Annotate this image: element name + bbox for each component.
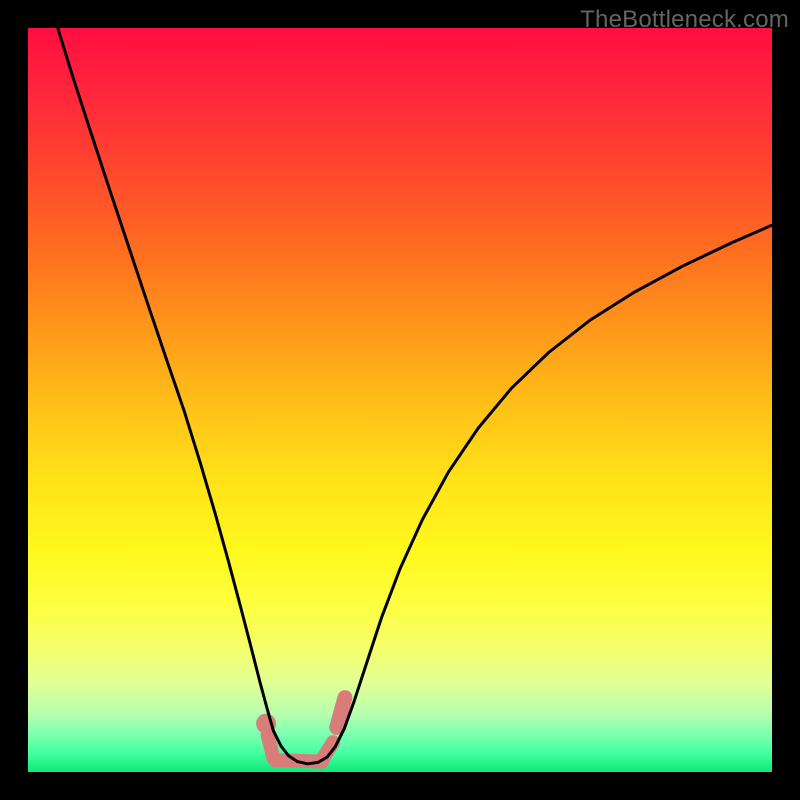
marker-segment (337, 698, 345, 728)
chart-plot-area (28, 28, 772, 772)
chart-svg (28, 28, 772, 772)
chart-background-gradient (28, 28, 772, 772)
stage: TheBottleneck.com (0, 0, 800, 800)
watermark-text: TheBottleneck.com (580, 6, 789, 34)
